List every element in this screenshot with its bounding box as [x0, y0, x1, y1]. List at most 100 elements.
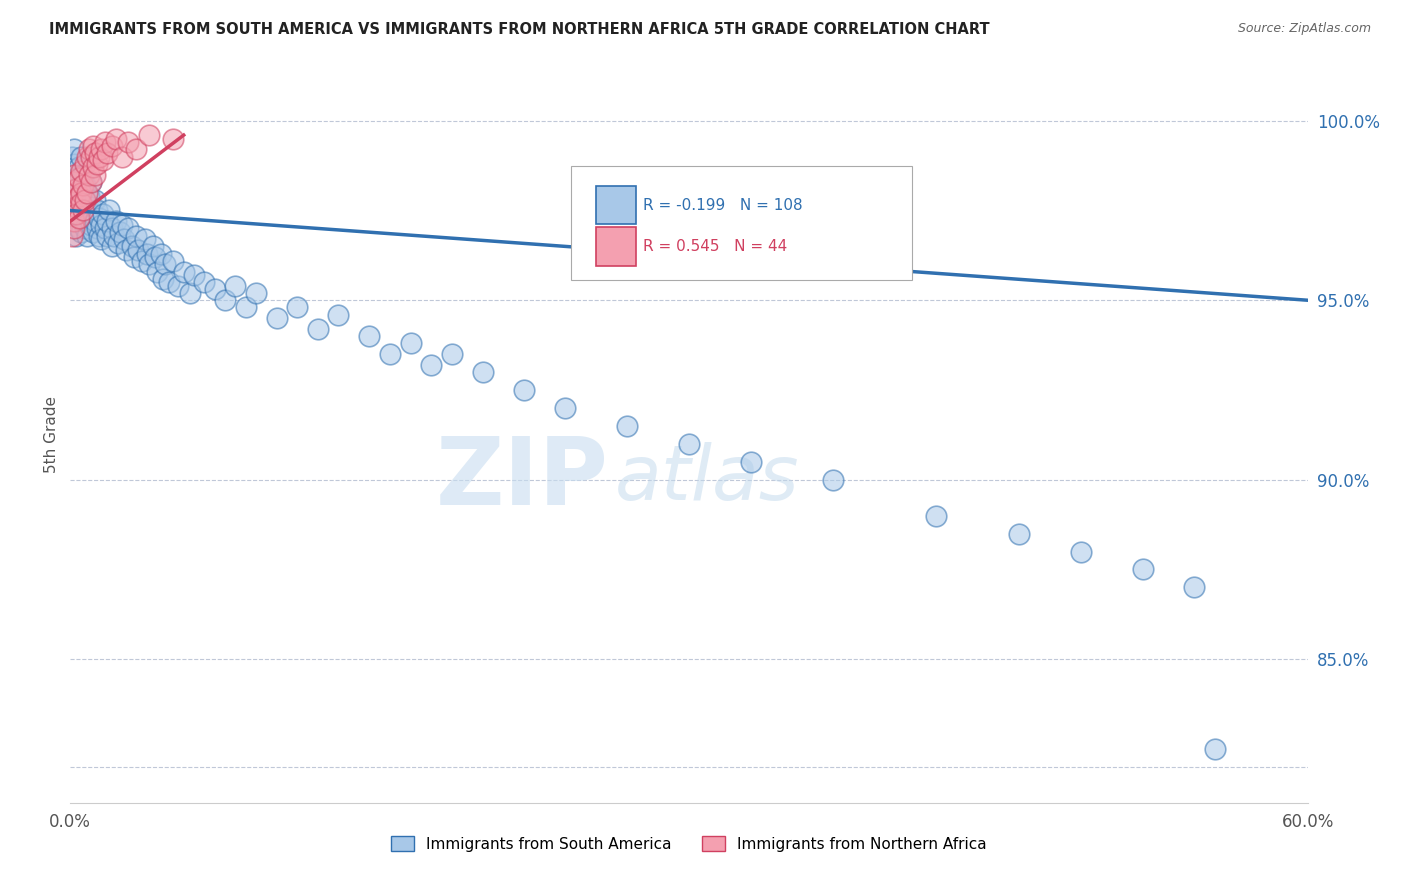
Point [89, 150, 111, 164]
Point [554, 401, 576, 415]
Point [111, 218, 134, 232]
Point [90, 143, 112, 157]
Point [100, 139, 122, 153]
Point [77, 211, 100, 225]
Point [63, 221, 86, 235]
Point [89, 211, 111, 225]
Point [307, 322, 329, 336]
Point [115, 243, 138, 257]
Point [513, 383, 536, 397]
Point [86, 157, 108, 171]
Point [60, 193, 83, 207]
FancyBboxPatch shape [596, 227, 636, 266]
Point [72, 203, 94, 218]
Point [63, 168, 86, 182]
Point [166, 278, 188, 293]
Point [96, 228, 118, 243]
Point [235, 301, 257, 315]
Point [84, 168, 107, 182]
Point [440, 347, 463, 361]
Point [65, 207, 87, 221]
Point [63, 143, 86, 157]
Point [135, 246, 157, 260]
Point [91, 153, 114, 168]
Point [63, 214, 86, 228]
FancyBboxPatch shape [596, 186, 636, 225]
Point [82, 207, 104, 221]
Point [80, 150, 103, 164]
Point [86, 221, 108, 235]
Text: R = -0.199   N = 108: R = -0.199 N = 108 [643, 198, 803, 213]
Point [125, 143, 148, 157]
Point [80, 175, 103, 189]
Point [76, 186, 98, 200]
Point [73, 193, 96, 207]
Point [67, 207, 90, 221]
Point [96, 214, 118, 228]
Text: Source: ZipAtlas.com: Source: ZipAtlas.com [1237, 22, 1371, 36]
Point [399, 336, 422, 351]
Point [90, 232, 112, 246]
Legend: Immigrants from South America, Immigrants from Northern Africa: Immigrants from South America, Immigrant… [385, 830, 993, 858]
Point [69, 186, 91, 200]
Point [65, 189, 87, 203]
Point [204, 283, 226, 297]
Point [67, 221, 90, 235]
Point [82, 225, 104, 239]
Point [152, 271, 174, 285]
Point [73, 157, 96, 171]
Point [60, 186, 83, 200]
Point [157, 275, 180, 289]
Point [1204, 742, 1226, 756]
Point [138, 257, 160, 271]
Point [65, 200, 87, 214]
Point [67, 189, 90, 203]
Point [69, 225, 91, 239]
Point [420, 358, 443, 372]
Point [63, 157, 86, 171]
Point [60, 168, 83, 182]
Point [111, 150, 134, 164]
Point [60, 228, 83, 243]
Point [740, 455, 762, 469]
Point [67, 211, 90, 225]
Point [125, 228, 148, 243]
Point [142, 239, 165, 253]
Point [183, 268, 205, 282]
Point [117, 136, 139, 150]
Point [76, 228, 98, 243]
Point [80, 175, 103, 189]
Point [112, 232, 135, 246]
Point [224, 278, 246, 293]
Point [69, 196, 91, 211]
Point [925, 508, 948, 523]
Point [100, 239, 122, 253]
Point [121, 239, 143, 253]
Point [173, 264, 195, 278]
Point [1182, 581, 1205, 595]
Text: atlas: atlas [614, 442, 799, 516]
Point [69, 164, 91, 178]
Point [150, 246, 173, 260]
Point [77, 189, 100, 203]
Point [63, 203, 86, 218]
Point [103, 228, 125, 243]
Point [77, 143, 100, 157]
Point [84, 193, 107, 207]
Point [77, 168, 100, 182]
Point [60, 203, 83, 218]
Point [82, 139, 104, 153]
Point [63, 178, 86, 193]
Point [138, 128, 160, 142]
FancyBboxPatch shape [571, 166, 911, 280]
Text: R = 0.545   N = 44: R = 0.545 N = 44 [643, 239, 787, 254]
Point [73, 178, 96, 193]
Y-axis label: 5th Grade: 5th Grade [44, 396, 59, 474]
Point [60, 211, 83, 225]
Point [1132, 562, 1154, 576]
Point [678, 437, 700, 451]
Point [76, 203, 98, 218]
Point [65, 200, 87, 214]
Point [76, 150, 98, 164]
Point [823, 473, 845, 487]
